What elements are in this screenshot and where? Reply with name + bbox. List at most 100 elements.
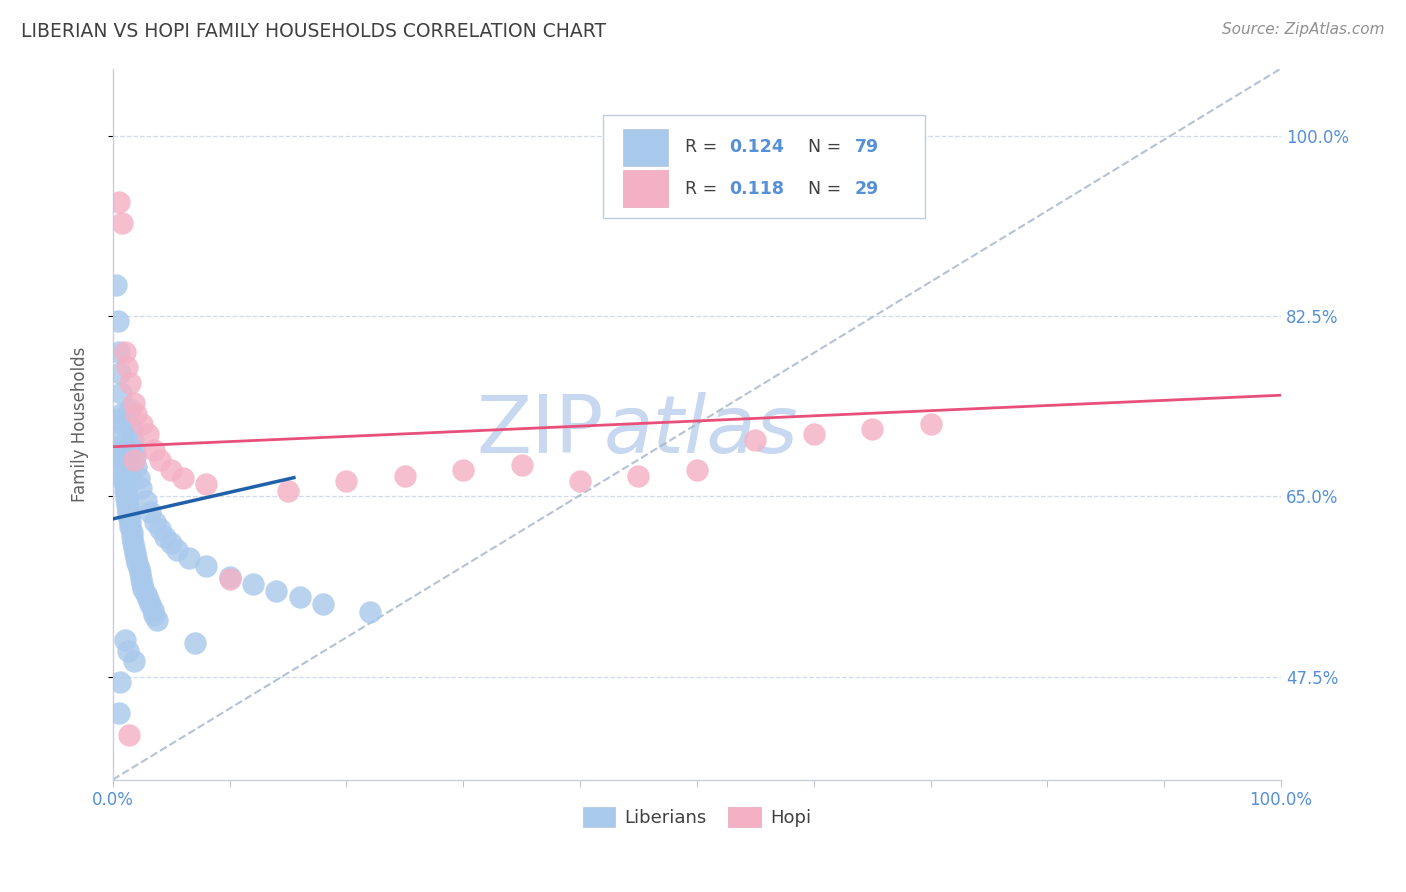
Point: [118, 728, 141, 742]
Point: [142, 602, 165, 616]
Point: [132, 582, 155, 596]
Text: Source: ZipAtlas.com: Source: ZipAtlas.com: [1222, 22, 1385, 37]
Point: [107, 345, 129, 359]
Point: [111, 427, 134, 442]
Point: [115, 360, 138, 375]
Point: [129, 572, 152, 586]
Point: [107, 314, 129, 328]
Point: [111, 417, 134, 431]
Point: [136, 427, 159, 442]
Point: [117, 505, 139, 519]
Point: [139, 505, 162, 519]
Point: [120, 376, 142, 390]
Point: [122, 396, 145, 410]
Point: [118, 512, 141, 526]
Point: [394, 468, 416, 483]
Text: 0.124: 0.124: [730, 138, 785, 156]
Y-axis label: Family Households: Family Households: [72, 346, 89, 502]
Point: [122, 654, 145, 668]
Point: [142, 607, 165, 622]
Point: [266, 584, 288, 599]
Point: [107, 706, 129, 720]
Point: [242, 576, 264, 591]
Point: [335, 474, 357, 488]
Point: [112, 438, 135, 452]
Point: [160, 463, 183, 477]
Point: [627, 468, 650, 483]
Point: [110, 407, 132, 421]
Text: 79: 79: [855, 138, 879, 156]
Point: [115, 499, 138, 513]
Point: [115, 494, 138, 508]
Point: [129, 481, 152, 495]
Point: [114, 491, 136, 506]
Text: 29: 29: [855, 179, 879, 198]
Point: [160, 535, 183, 549]
Text: R =: R =: [685, 138, 723, 156]
Point: [114, 463, 136, 477]
Point: [114, 484, 136, 499]
Point: [107, 195, 129, 210]
Point: [142, 442, 165, 457]
Point: [117, 500, 139, 514]
Point: [110, 386, 132, 401]
Point: [510, 458, 533, 473]
Point: [112, 474, 135, 488]
Point: [218, 572, 240, 586]
Point: [146, 613, 169, 627]
Legend: Liberians, Hopi: Liberians, Hopi: [575, 799, 818, 835]
Point: [114, 633, 136, 648]
Text: atlas: atlas: [603, 392, 799, 470]
Point: [131, 576, 153, 591]
Point: [803, 427, 825, 442]
Point: [136, 592, 159, 607]
Point: [121, 535, 143, 549]
Point: [120, 401, 142, 416]
Point: [195, 476, 218, 491]
Point: [124, 546, 146, 560]
Point: [122, 453, 145, 467]
FancyBboxPatch shape: [603, 115, 925, 218]
Point: [117, 505, 139, 519]
Point: [120, 520, 142, 534]
Point: [122, 442, 145, 457]
Point: [111, 216, 134, 230]
Point: [128, 561, 150, 575]
Point: [359, 605, 381, 619]
Point: [121, 530, 143, 544]
Point: [125, 551, 148, 566]
Point: [686, 463, 709, 477]
Text: N =: N =: [808, 138, 846, 156]
Point: [112, 448, 135, 462]
Point: [110, 453, 132, 467]
Point: [312, 598, 335, 612]
Point: [139, 598, 162, 612]
Point: [453, 463, 475, 477]
Point: [155, 530, 177, 544]
Point: [118, 509, 141, 524]
Bar: [623, 170, 668, 207]
Point: [121, 422, 143, 436]
Point: [114, 458, 136, 473]
Point: [125, 460, 148, 475]
Text: ZIP: ZIP: [477, 392, 603, 470]
Point: [569, 474, 592, 488]
Text: 0.118: 0.118: [730, 179, 785, 198]
Bar: [623, 129, 668, 166]
Point: [135, 587, 157, 601]
Point: [128, 470, 150, 484]
Point: [108, 674, 131, 689]
Point: [127, 556, 149, 570]
Point: [121, 433, 143, 447]
Point: [143, 515, 166, 529]
Point: [108, 442, 131, 457]
Point: [860, 422, 883, 436]
Point: [288, 591, 311, 605]
Point: [148, 453, 170, 467]
Point: [108, 366, 131, 380]
Point: [131, 417, 153, 431]
Point: [114, 345, 136, 359]
Point: [121, 525, 143, 540]
Point: [114, 484, 136, 499]
Point: [128, 566, 150, 581]
